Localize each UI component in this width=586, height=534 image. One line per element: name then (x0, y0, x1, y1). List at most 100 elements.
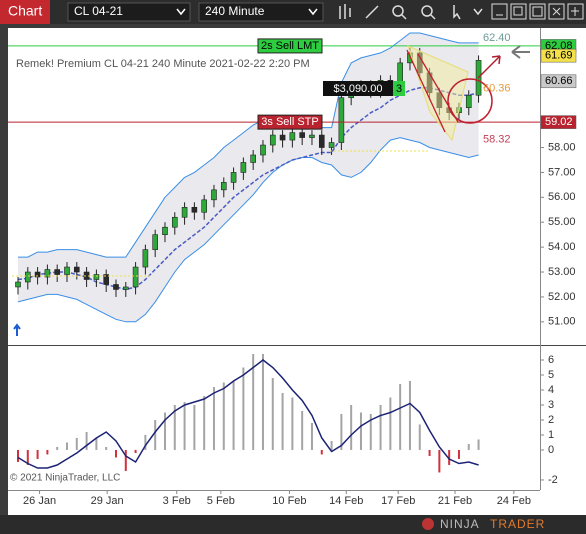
y-tick-label: 54.00 (548, 241, 576, 253)
y-tick-label: 4 (548, 384, 554, 396)
macd-line (17, 359, 479, 469)
candle-body (171, 216, 178, 228)
footer-bar (0, 515, 586, 534)
y-tick-label: 1 (548, 429, 554, 441)
brand: TRADER (490, 517, 545, 531)
histogram-bar (222, 382, 225, 450)
x-tick-label: 26 Jan (23, 495, 56, 507)
histogram-bar (418, 424, 421, 450)
order-label: 3s Sell STP (261, 116, 318, 128)
histogram-bar (85, 431, 88, 450)
level-label: 62.40 (483, 32, 511, 44)
histogram-bar (26, 449, 29, 465)
candle-body (211, 189, 217, 201)
candle-body (318, 134, 325, 148)
toolbar-icons[interactable] (339, 4, 483, 20)
histogram-bar (105, 446, 108, 450)
position-qty-box (393, 81, 405, 96)
price-flag-label: 60.66 (545, 75, 573, 87)
level-label: 60.36 (483, 83, 511, 95)
histogram-bar (134, 449, 137, 453)
candle-body (113, 284, 119, 290)
histogram-bar (114, 449, 117, 458)
drawing-arrow (477, 55, 501, 79)
candle-body (289, 132, 296, 141)
candle-body (240, 162, 247, 173)
y-tick-label: 52.00 (548, 291, 576, 303)
candle-body (24, 271, 31, 283)
histogram-bar (477, 439, 480, 450)
candle-body (93, 274, 100, 280)
plot: 58.00 57.00 56.00 55.00 54.00 53.00 52.00 51.00… (8, 32, 576, 507)
histogram-bar (457, 449, 460, 459)
candle-body (15, 281, 21, 288)
histogram-bar (16, 449, 19, 462)
histogram-bar (46, 449, 49, 455)
window-controls[interactable] (491, 3, 584, 20)
histogram-bar (203, 395, 206, 450)
x-tick-label: 29 Jan (91, 495, 124, 507)
drawing-channel (406, 49, 459, 133)
histogram-bar (310, 422, 313, 450)
title-box (0, 0, 50, 24)
histogram-bar (36, 449, 39, 459)
drawing-arrow (511, 45, 530, 59)
histogram-bar (154, 419, 157, 450)
histogram-bar (75, 437, 78, 450)
histogram-bar (301, 410, 304, 450)
histogram-bar (389, 397, 392, 450)
candle-body (328, 142, 335, 148)
interval-select[interactable] (198, 2, 324, 22)
candle-body (338, 97, 345, 143)
dropdown-arrow (308, 8, 318, 16)
candle-body (299, 132, 305, 138)
x-tick-label: 24 Feb (497, 495, 531, 507)
order-label: 2s Sell LMT (261, 40, 319, 52)
candle-body (142, 249, 149, 268)
candle-body (181, 206, 188, 218)
y-tick-label: -2 (548, 474, 558, 486)
lower-band (17, 137, 479, 323)
histogram-bar (271, 377, 274, 450)
brand: NINJA (440, 517, 480, 531)
price-flag (540, 74, 577, 89)
histogram-bar (399, 383, 402, 450)
position-box (323, 81, 393, 96)
instrument-select[interactable] (67, 2, 191, 22)
band-area (18, 33, 479, 322)
overlay: 2s Sell LMT 3s Sell STP $3,090.00 3 62.40 60.… (257, 32, 577, 145)
candle-body (162, 226, 168, 235)
instrument: CL 04-21 (74, 4, 123, 18)
price-flag-label: 62.08 (545, 40, 573, 52)
candle-body (64, 266, 70, 275)
histogram-bar (291, 397, 294, 450)
x-tick-label: 21 Feb (438, 495, 472, 507)
window-title: Chart (8, 3, 42, 19)
interval: 240 Minute (205, 4, 265, 18)
candle-body (191, 206, 198, 213)
candle-body (103, 274, 109, 285)
candle-body (309, 134, 315, 138)
y-tick-label: 55.00 (548, 216, 576, 228)
histogram-bar (340, 413, 343, 450)
candle-body (465, 94, 472, 108)
y-tick-label: 6 (548, 354, 554, 366)
scroll-arrow[interactable] (13, 323, 21, 336)
copyright: © 2021 NinjaTrader, LLC (10, 473, 120, 484)
histogram-bar (124, 449, 127, 471)
x-tick-label: 3 Feb (163, 495, 191, 507)
candle-body (230, 172, 237, 183)
histogram-bar (163, 412, 166, 450)
dropdown-arrow (176, 8, 186, 16)
histogram-bar (144, 434, 147, 450)
histogram-bar (193, 404, 196, 450)
histogram-bar (212, 386, 215, 450)
histogram-bar (359, 412, 362, 450)
drawing-zone (407, 45, 469, 142)
y-tick-label: 56.00 (548, 191, 576, 203)
candle-body (279, 134, 286, 141)
candle-body (201, 199, 207, 213)
candle-body (250, 154, 256, 163)
